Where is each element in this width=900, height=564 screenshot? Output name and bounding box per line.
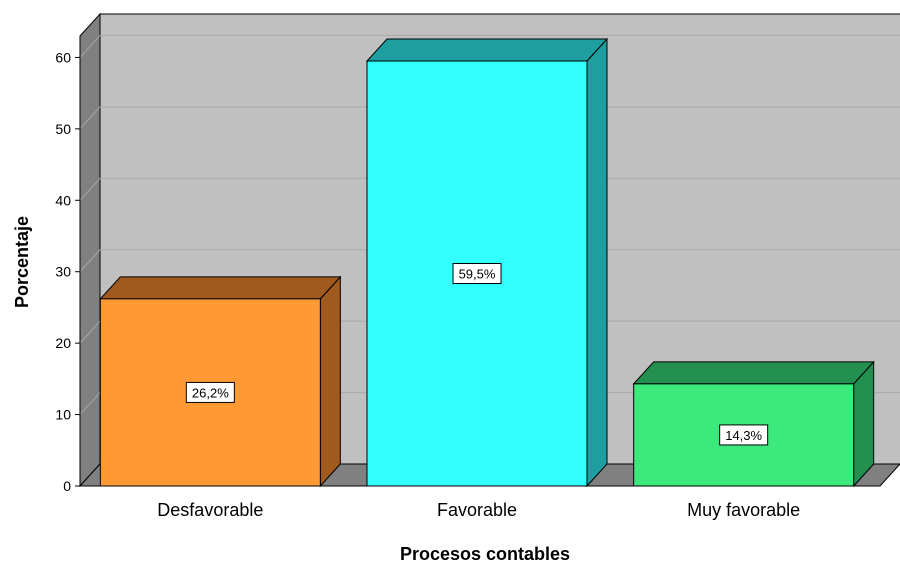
data-label-box <box>719 424 769 446</box>
x-axis-categories: Desfavorable Favorable Muy favorable <box>157 500 800 520</box>
gridline-wall <box>79 106 101 130</box>
gridline-wall <box>79 177 101 201</box>
plot-left-wall <box>79 12 101 488</box>
data-label: 59,5% <box>459 267 496 282</box>
bar: 26,2% <box>99 275 342 488</box>
y-tick-label: 10 <box>55 407 71 423</box>
x-category-label: Desfavorable <box>157 500 263 520</box>
gridline-wall <box>79 35 101 58</box>
bar: 14,3% <box>632 360 875 488</box>
bar-side <box>586 37 608 488</box>
y-tick-label: 20 <box>55 335 71 351</box>
y-tick-label: 60 <box>55 49 71 65</box>
bar-top <box>365 38 609 62</box>
bar-top <box>632 361 875 385</box>
gridline-wall <box>79 320 101 344</box>
gridline-wall <box>79 392 101 415</box>
data-label: 14,3% <box>725 428 762 443</box>
data-label-box <box>185 381 235 403</box>
y-tick-label: 50 <box>55 121 71 137</box>
bar-side <box>319 275 341 488</box>
y-axis-ticks: 0 10 20 30 40 50 60 <box>55 36 81 494</box>
y-tick-label: 0 <box>63 478 71 494</box>
bars: 26,2% 59,5% 14,3% <box>99 37 875 488</box>
bar-front <box>99 298 321 487</box>
bar: 59,5% <box>365 37 609 488</box>
x-axis-title: Procesos contables <box>400 544 570 564</box>
y-tick-label: 40 <box>55 192 71 208</box>
bar-top <box>99 276 342 300</box>
y-axis-title: Porcentaje <box>12 216 32 308</box>
y-tick-label: 30 <box>55 264 71 280</box>
x-category-label: Muy favorable <box>687 500 800 520</box>
data-label-box <box>452 263 502 284</box>
gridline-wall <box>79 249 101 273</box>
x-category-label: Favorable <box>437 500 517 520</box>
data-label: 26,2% <box>192 385 229 400</box>
